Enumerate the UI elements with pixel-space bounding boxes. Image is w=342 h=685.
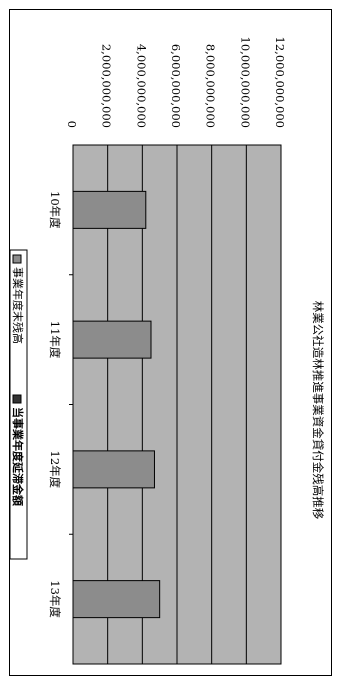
y-tick-label: 10,000,000,000: [238, 37, 252, 128]
legend-swatch-overdue-amount: [12, 394, 22, 404]
y-axis-tick-labels: 0 2,000,000,000 4,000,000,000 6,000,000,000…: [65, 37, 287, 128]
category-label: 11年度: [48, 321, 62, 359]
bar: [72, 320, 152, 359]
category-label: 13年度: [48, 580, 62, 618]
legend-box: [9, 249, 28, 560]
legend: 事業年度末残高 当事業年度延滞金額: [9, 249, 28, 560]
gridlines: [107, 145, 247, 664]
bar: [72, 190, 147, 229]
legend-swatch-year-end-balance: [12, 254, 22, 264]
y-tick-label: 0: [65, 121, 79, 128]
y-tick-label: 2,000,000,000: [100, 44, 114, 128]
chart-title: 林業公社造林推進事業資金貸付金残高推移: [311, 301, 325, 520]
legend-label-overdue-amount: 当事業年度延滞金額: [11, 407, 25, 506]
y-tick-label: 8,000,000,000: [204, 44, 218, 128]
category-label: 10年度: [48, 191, 62, 229]
legend-label-year-end-balance: 事業年度末残高: [11, 267, 25, 344]
bars: [72, 190, 161, 619]
category-label: 12年度: [48, 451, 62, 489]
bar: [72, 580, 161, 619]
x-axis-tick-labels: 10年度 11年度 12年度 13年度: [48, 191, 73, 618]
y-tick-label: 12,000,000,000: [273, 37, 287, 128]
bar: [72, 450, 155, 489]
y-tick-label: 4,000,000,000: [134, 44, 148, 128]
y-tick-label: 6,000,000,000: [169, 44, 183, 128]
